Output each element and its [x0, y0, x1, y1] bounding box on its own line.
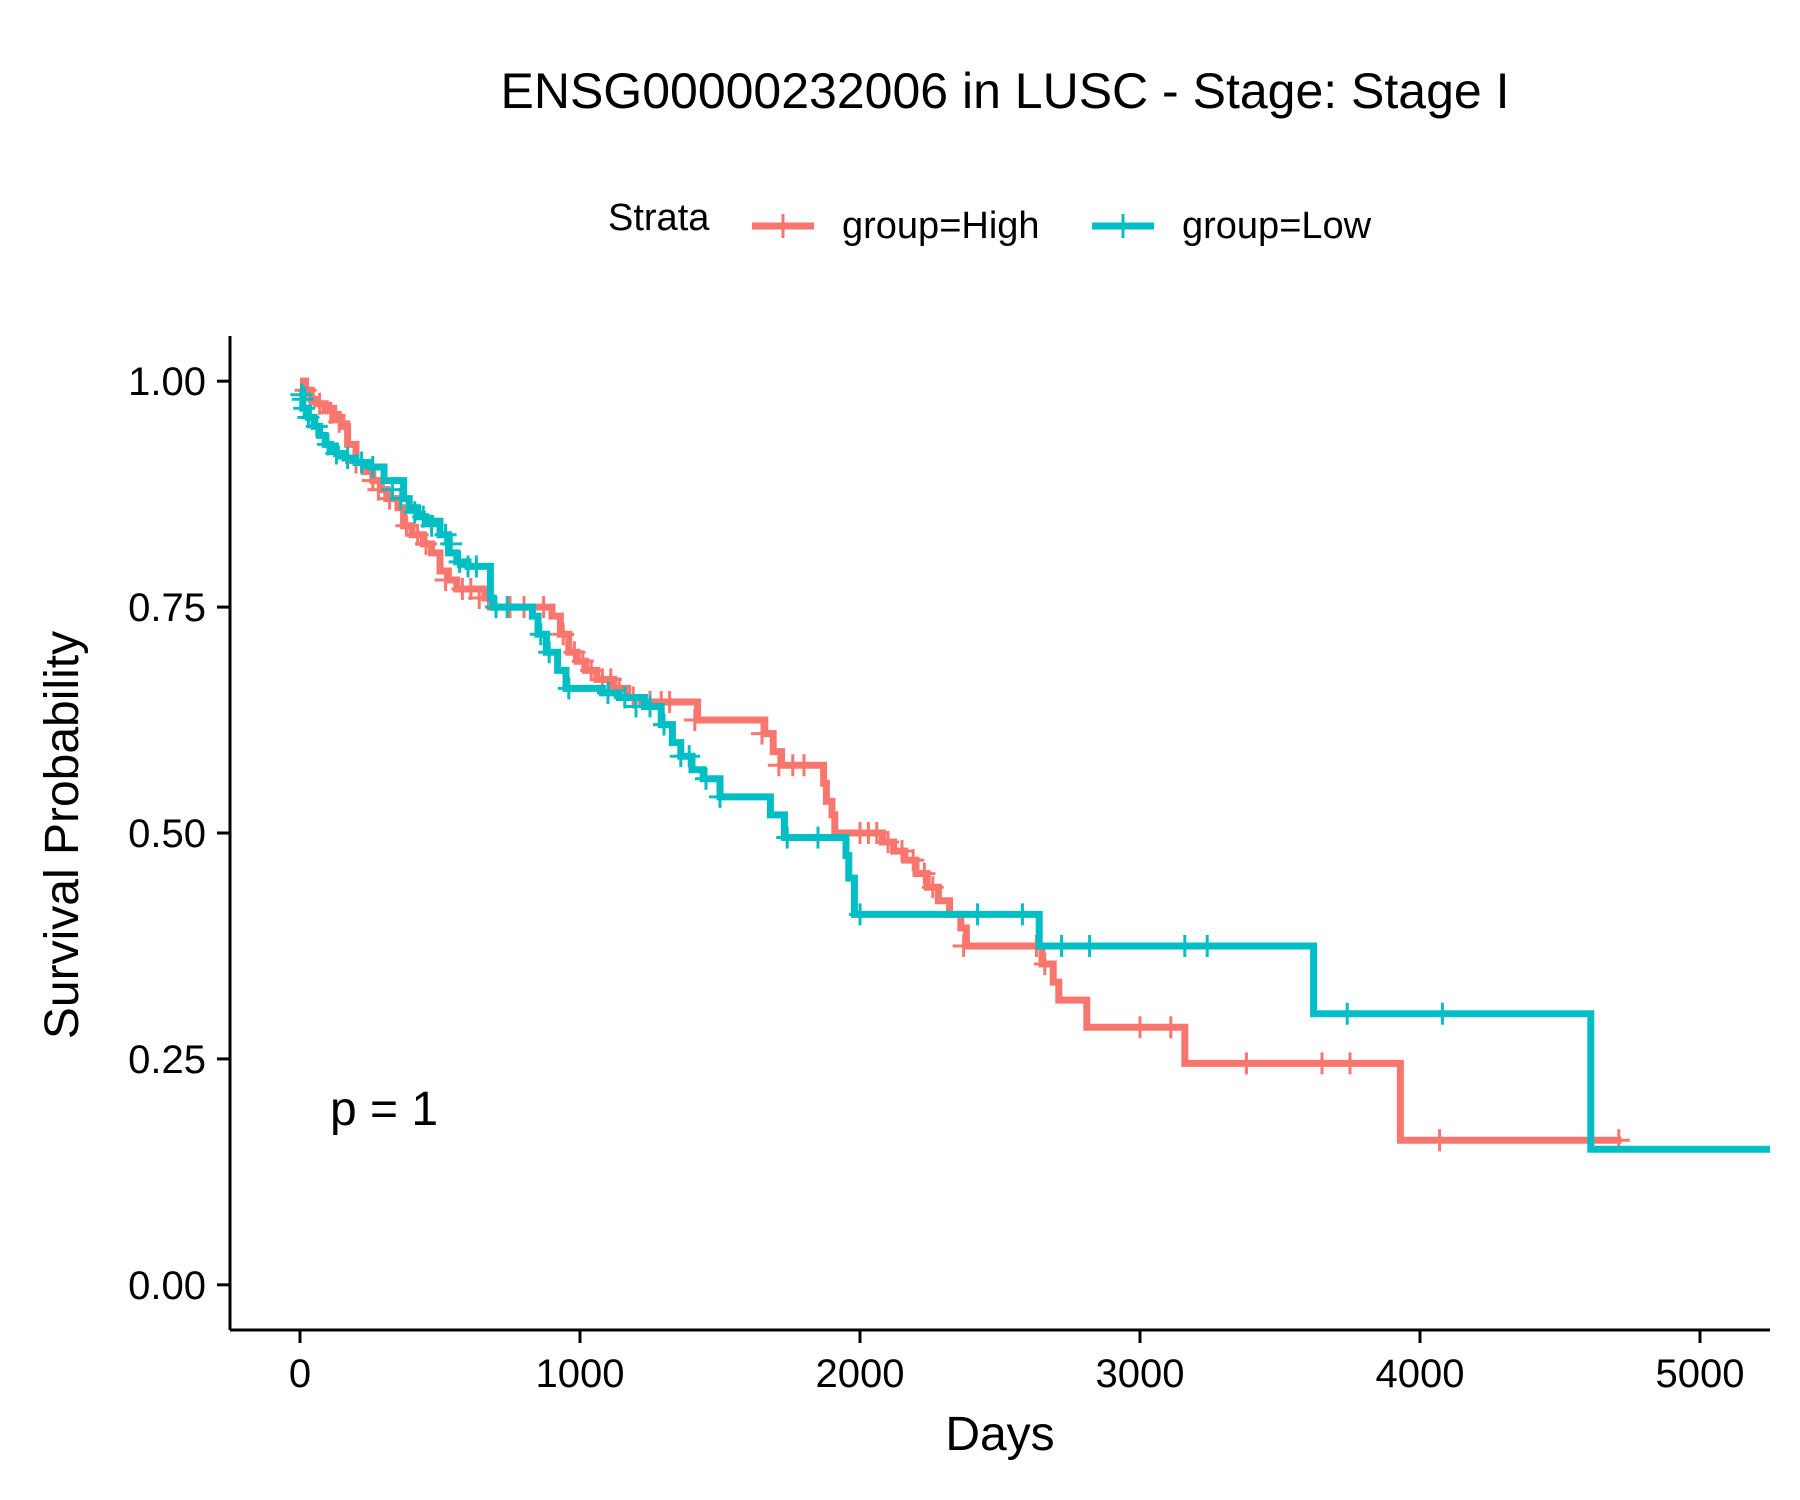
censor-mark	[807, 826, 829, 849]
censor-mark	[877, 831, 899, 854]
censor-mark	[597, 681, 619, 704]
censor-mark	[465, 555, 488, 578]
censor-mark	[415, 532, 437, 555]
plot-series	[290, 377, 1770, 1153]
survival-curve	[300, 377, 1622, 1144]
chart-title: ENSG00000232006 in LUSC - Stage: Stage I	[501, 63, 1510, 119]
p-value-annotation: p = 1	[330, 1083, 438, 1136]
censor-mark	[389, 487, 412, 510]
censor-mark	[361, 456, 384, 479]
censor-mark	[1050, 934, 1073, 957]
censor-mark	[1129, 1016, 1151, 1039]
legend-label: group=Low	[1182, 205, 1372, 247]
x-tick-label: 3000	[1096, 1352, 1185, 1396]
censor-mark	[966, 903, 989, 926]
censor-mark	[420, 514, 443, 537]
x-tick-label: 1000	[536, 1352, 625, 1396]
y-tick-label: 1.00	[128, 360, 206, 404]
x-tick-label: 0	[289, 1352, 311, 1396]
censor-mark	[529, 623, 552, 646]
censor-mark	[308, 392, 331, 415]
y-axis: 0.00 0.25 0.50 0.75 1.00 Survival Probabilit…	[36, 336, 232, 1330]
censor-mark	[902, 849, 925, 872]
legend: Strata group=High group=Low	[608, 197, 1372, 247]
censor-mark	[440, 532, 463, 555]
censor-mark	[658, 690, 681, 713]
legend-item: group=High	[752, 205, 1040, 247]
legend-item: group=Low	[1092, 205, 1372, 247]
censor-mark	[336, 446, 359, 469]
censor-mark	[921, 876, 944, 899]
censor-mark	[849, 903, 871, 926]
censor-mark	[434, 523, 457, 546]
censor-mark	[538, 641, 561, 664]
censor-mark	[1078, 934, 1101, 957]
censor-mark	[1011, 903, 1034, 926]
y-axis-title: Survival Probability	[36, 631, 89, 1039]
y-tick-label: 0.25	[128, 1038, 206, 1082]
censor-mark	[532, 596, 555, 619]
censor-mark	[1336, 1002, 1359, 1025]
y-tick-label: 0.00	[128, 1264, 206, 1308]
censor-mark	[1311, 1052, 1333, 1075]
censor-mark	[325, 442, 348, 465]
censor-mark	[653, 713, 675, 736]
censor-mark	[1339, 1052, 1361, 1075]
x-tick-label: 4000	[1376, 1352, 1465, 1396]
censor-mark	[496, 596, 519, 619]
censor-mark	[293, 397, 316, 420]
censor-mark	[639, 695, 661, 718]
censor-mark	[865, 822, 888, 844]
censor-mark	[434, 568, 457, 591]
censor-mark	[1159, 1016, 1182, 1039]
series-high	[294, 377, 1630, 1152]
censor-mark	[1173, 934, 1196, 957]
x-axis-title: Days	[945, 1408, 1054, 1461]
censor-mark	[305, 415, 328, 438]
censor-mark	[1235, 1052, 1258, 1075]
censor-mark	[891, 840, 913, 863]
censor-mark	[580, 659, 603, 682]
censor-mark	[776, 826, 799, 849]
censor-mark	[1196, 934, 1219, 957]
y-tick-label: 0.50	[128, 812, 206, 856]
x-tick-label: 2000	[816, 1352, 905, 1396]
censor-mark	[468, 587, 491, 610]
censor-mark	[557, 677, 580, 700]
series-low	[290, 383, 1770, 1153]
censor-mark	[709, 785, 731, 808]
censor-mark	[695, 767, 717, 790]
censor-mark	[678, 745, 701, 768]
survival-curve	[299, 386, 1770, 1153]
censor-mark	[751, 722, 773, 745]
x-tick-label: 5000	[1656, 1352, 1745, 1396]
censor-mark	[1033, 953, 1056, 976]
censor-mark	[913, 862, 936, 885]
censor-mark	[793, 754, 815, 777]
legend-title: Strata	[608, 197, 710, 239]
censor-mark	[350, 451, 373, 474]
censor-mark	[1428, 1129, 1451, 1152]
censor-mark	[328, 410, 351, 433]
censor-mark	[1431, 1002, 1454, 1025]
censor-mark	[952, 934, 975, 957]
x-axis: 0 1000 2000 3000 4000 5000 Days	[230, 1328, 1770, 1461]
censor-mark	[552, 623, 575, 646]
legend-label: group=High	[842, 205, 1040, 247]
y-tick-label: 0.75	[128, 586, 206, 630]
censor-mark	[683, 709, 706, 732]
censor-mark	[613, 686, 636, 709]
censor-mark	[395, 514, 418, 537]
